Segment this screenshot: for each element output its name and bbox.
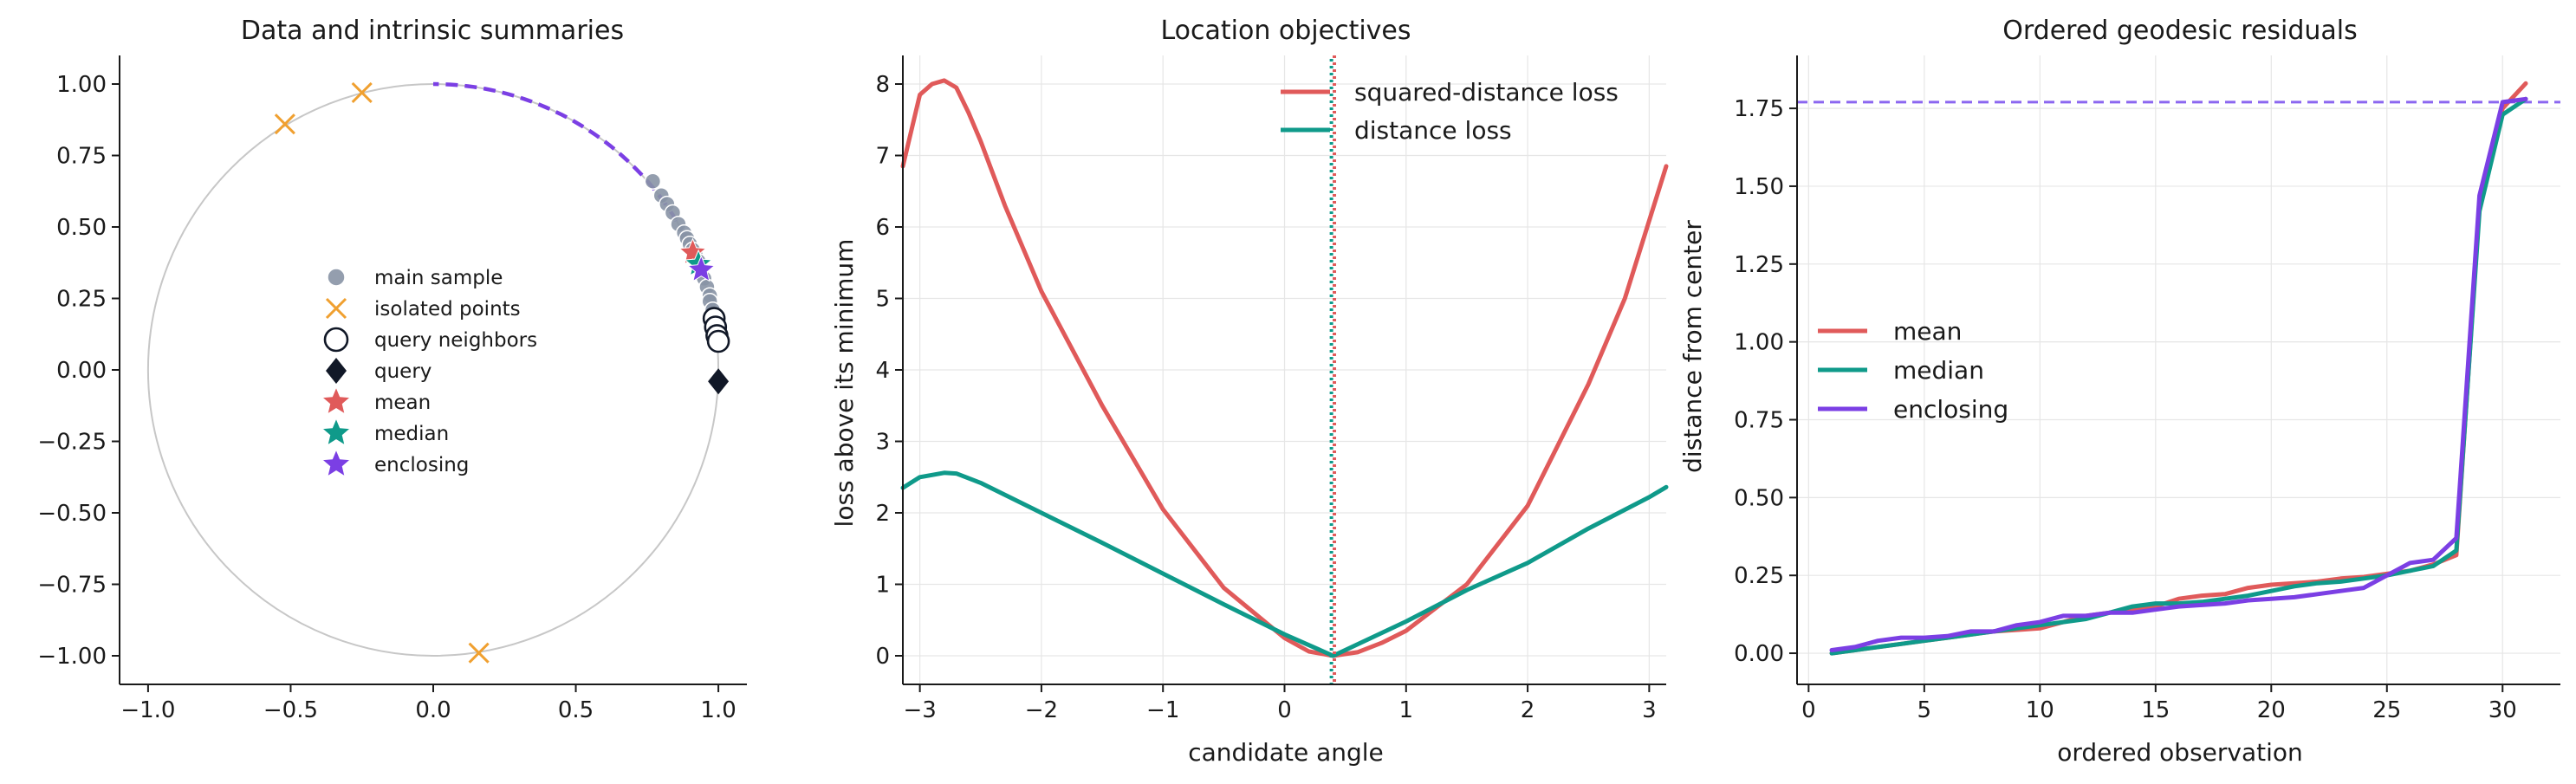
panel1-axes: −1.0 −0.5 0.0 0.5 1.0 1.00 0.75 0.50 0.25 0.00 −0.… xyxy=(37,55,747,723)
isolated-points-point xyxy=(351,81,373,103)
panel2-xtick-label: 2 xyxy=(1521,697,1535,723)
panel3-xtick-label: 30 xyxy=(2488,697,2517,723)
panel2-ytick-label: 3 xyxy=(875,430,890,456)
panel2-ytick-label: 2 xyxy=(875,501,890,527)
panel-data-summaries: Data and intrinsic summaries −1.0 −0.5 0.0… xyxy=(37,16,747,723)
panel1-xtick-label: 1.0 xyxy=(700,697,736,723)
legend-label-query-neighbors: query neighbors xyxy=(374,329,537,352)
legend-label-main-sample: main sample xyxy=(374,267,503,289)
panel1-ytick-label: −0.75 xyxy=(37,573,107,599)
panel-location-objectives: Location objectives −3 −2 −1 0 1 2 3012345678 … xyxy=(830,16,1669,767)
isolated-points-point xyxy=(468,642,490,664)
panel2-ytick-label: 8 xyxy=(875,72,890,98)
panel3-ylabel: distance from center xyxy=(1678,220,1707,473)
isolated-points-point xyxy=(274,113,295,135)
panel2-xtick-label: 3 xyxy=(1642,697,1657,723)
panel3-ytick-label: 1.00 xyxy=(1734,330,1784,356)
distance-loss-line xyxy=(900,470,1669,658)
panel2-xlabel: candidate angle xyxy=(1188,738,1384,767)
panel2-xtick-label: −1 xyxy=(1146,697,1179,723)
panel3-xtick-label: 15 xyxy=(2141,697,2170,723)
legend-label-squared-distance-loss: squared-distance loss xyxy=(1354,78,1619,107)
legend-marker-isolated-points xyxy=(325,297,347,320)
panel2-xtick-label: 1 xyxy=(1399,697,1414,723)
panel1-ytick-label: −1.00 xyxy=(37,644,107,670)
panel1-ytick-label: 1.00 xyxy=(56,72,107,98)
panel1-ytick-label: 0.75 xyxy=(56,144,107,170)
panel3-lines xyxy=(1797,81,2560,656)
legend-marker-query xyxy=(326,358,347,384)
panel2-ytick-label: 7 xyxy=(875,144,890,170)
legend-marker-median xyxy=(321,417,352,446)
panel2-axes: −3 −2 −1 0 1 2 3 0 1 2 3 4 5 6 7 8 xyxy=(875,55,1666,723)
legend-marker-mean xyxy=(321,386,352,415)
legend-label-median: median xyxy=(374,423,449,445)
legend-label-median: median xyxy=(1893,356,1984,385)
legend-label-enclosing: enclosing xyxy=(1893,395,2008,424)
legend-label-mean: mean xyxy=(1893,317,1962,346)
panel2-ytick-label: 4 xyxy=(875,358,890,384)
panel2-ytick-label: 1 xyxy=(875,573,890,599)
main-sample-point xyxy=(644,172,662,190)
legend-marker-enclosing xyxy=(321,448,352,477)
panel1-legend: main sample isolated points query neighbor… xyxy=(321,267,537,477)
panel-geodesic-residuals: Ordered geodesic residuals 0 5 10 15 20 25 300… xyxy=(1678,16,2560,767)
panel3-xtick-label: 0 xyxy=(1801,697,1816,723)
panel2-grid xyxy=(903,55,1666,684)
panel3-ytick-label: 1.25 xyxy=(1734,252,1784,278)
panel3-ytick-label: 0.25 xyxy=(1734,563,1784,589)
panel1-ytick-label: 0.00 xyxy=(56,358,107,384)
panel3-xlabel: ordered observation xyxy=(2057,738,2303,767)
panel3-ytick-label: 0.50 xyxy=(1734,485,1784,511)
panel2-legend: squared-distance loss distance loss xyxy=(1281,78,1619,145)
panel2-ytick-label: 0 xyxy=(875,644,890,670)
panel2-title: Location objectives xyxy=(1160,16,1411,46)
panel1-ytick-label: 0.50 xyxy=(56,215,107,241)
panel3-ytick-label: 0.00 xyxy=(1734,641,1784,667)
panel2-xtick-label: 0 xyxy=(1277,697,1292,723)
panel3-axes: 0 5 10 15 20 25 30 0.00 0.25 0.50 0.75 1.00 1.25 1.50… xyxy=(1734,55,2560,723)
panel1-xtick-label: 0.0 xyxy=(415,697,451,723)
query-neighbors-point xyxy=(706,329,730,353)
legend-marker-main-sample xyxy=(327,268,346,287)
panel3-ytick-label: 0.75 xyxy=(1734,408,1784,434)
legend-marker-query-neighbors xyxy=(323,327,349,353)
legend-label-query: query xyxy=(374,360,431,383)
query-point xyxy=(708,368,730,395)
panel3-legend: mean median enclosing xyxy=(1818,317,2008,424)
panel3-xtick-label: 20 xyxy=(2257,697,2286,723)
panel2-ytick-label: 5 xyxy=(875,287,890,313)
legend-label-enclosing: enclosing xyxy=(374,454,469,476)
enclosing-point xyxy=(686,255,716,282)
enclosing-residual-line xyxy=(1829,96,2528,652)
legend-label-distance-loss: distance loss xyxy=(1354,116,1512,145)
panel3-ytick-label: 1.75 xyxy=(1734,96,1784,122)
scatter-points xyxy=(274,81,730,664)
legend-label-mean: mean xyxy=(374,392,431,414)
panel2-lines xyxy=(900,55,1669,684)
panel1-xtick-label: 0.5 xyxy=(558,697,594,723)
panel1-ytick-label: −0.25 xyxy=(37,430,107,456)
panel1-ytick-label: 0.25 xyxy=(56,287,107,313)
panel2-xtick-label: −2 xyxy=(1025,697,1058,723)
panel2-ytick-label: 6 xyxy=(875,215,890,241)
panel1-title: Data and intrinsic summaries xyxy=(241,16,624,46)
panel3-xtick-label: 10 xyxy=(2026,697,2054,723)
panel1-ytick-label: −0.50 xyxy=(37,501,107,527)
panel2-ylabel: loss above its minimum xyxy=(830,239,859,528)
panel2-xtick-label: −3 xyxy=(903,697,936,723)
legend-label-isolated-points: isolated points xyxy=(374,298,521,321)
squared-distance-loss-line xyxy=(900,78,1669,658)
panel1-xtick-label: −0.5 xyxy=(263,697,318,723)
panel3-grid xyxy=(1797,55,2560,684)
panel1-xtick-label: −1.0 xyxy=(120,697,175,723)
panel3-title: Ordered geodesic residuals xyxy=(2002,16,2357,46)
panel3-xtick-label: 25 xyxy=(2372,697,2401,723)
panel3-xtick-label: 5 xyxy=(1917,697,1932,723)
panel3-ytick-label: 1.50 xyxy=(1734,174,1784,200)
